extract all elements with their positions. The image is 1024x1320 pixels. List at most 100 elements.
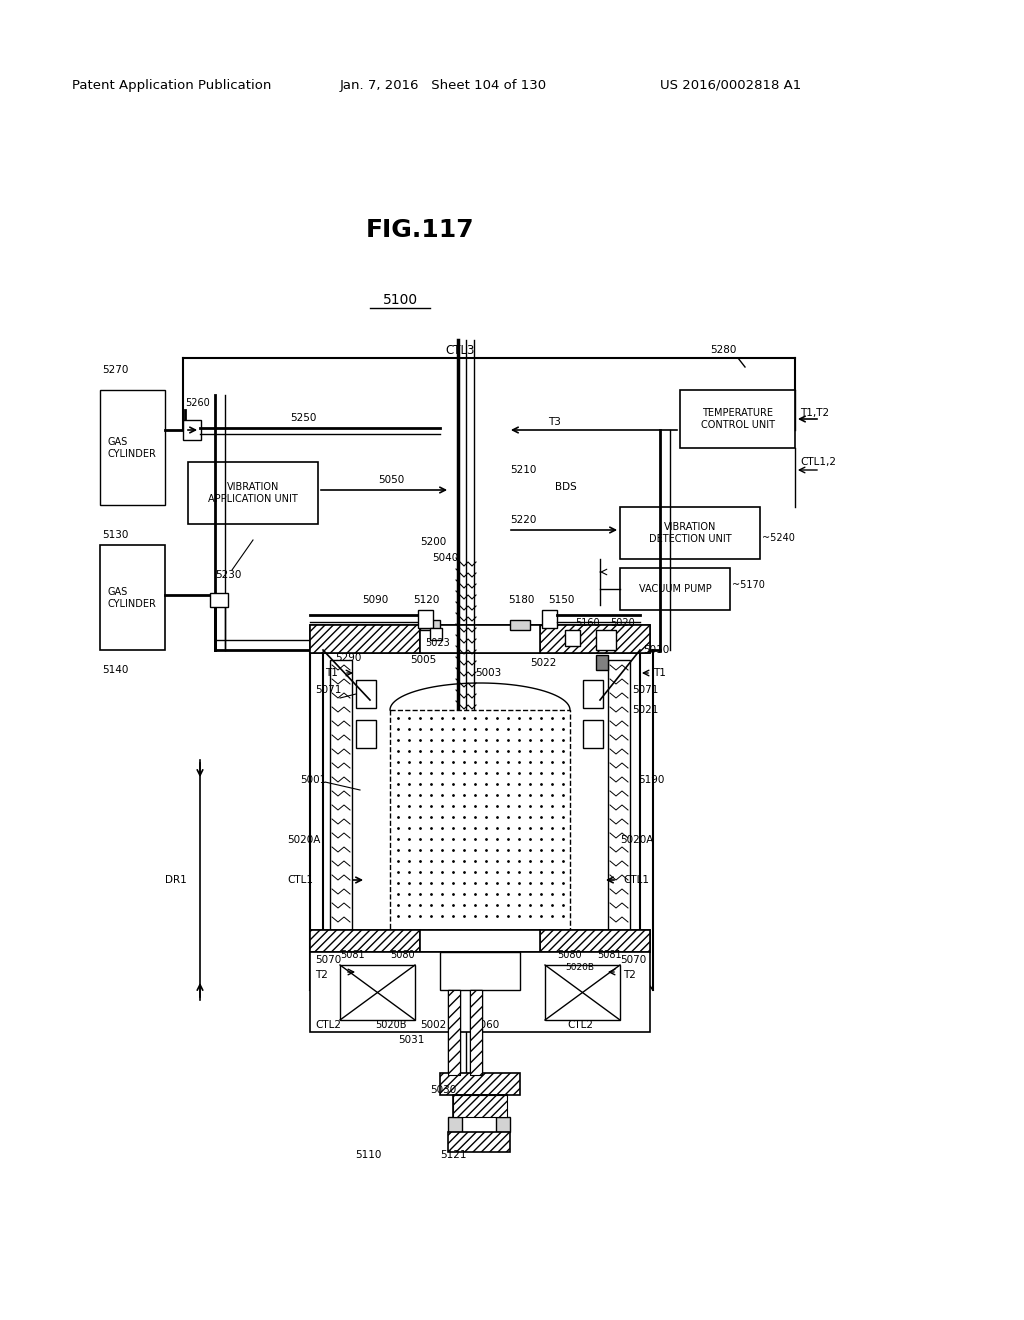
Bar [440,1073,520,1096]
Text: CTL2: CTL2 [315,1020,341,1030]
Text: FIG.117: FIG.117 [366,218,474,242]
Text: 5200: 5200 [420,537,446,546]
Text: 5022: 5022 [530,657,556,668]
Text: TEMPERATURE
CONTROL UNIT: TEMPERATURE CONTROL UNIT [701,408,775,430]
Text: DR1: DR1 [165,875,186,884]
Bar [390,710,570,931]
Bar [583,719,603,748]
Text: 5210: 5210 [510,465,537,475]
Bar [210,593,228,607]
Text: 5080: 5080 [390,950,415,960]
Text: 5121: 5121 [440,1150,467,1160]
Text: T1,T2: T1,T2 [800,408,829,418]
Text: GAS
CYLINDER: GAS CYLINDER [108,587,157,609]
Text: 5100: 5100 [382,293,418,308]
Bar [542,610,557,628]
Text: T1: T1 [653,668,666,678]
Text: 5020: 5020 [610,618,635,628]
Text: T1: T1 [325,668,338,678]
Text: 5021: 5021 [632,705,658,715]
Text: 5090: 5090 [362,595,388,605]
Text: 5110: 5110 [355,1150,381,1160]
Bar [310,624,420,653]
Bar [620,507,760,558]
Text: 5023: 5023 [425,638,450,648]
Bar [330,660,352,960]
Text: 5001: 5001 [300,775,327,785]
Bar [356,719,376,748]
Text: BDS: BDS [555,482,577,492]
Text: T2: T2 [315,970,328,979]
Text: 5060: 5060 [473,1020,500,1030]
Bar [596,655,608,671]
Bar [418,610,433,628]
Text: 5005: 5005 [410,655,436,665]
Bar [680,389,795,447]
Bar [583,680,603,708]
Bar [540,931,650,952]
Bar [310,931,420,952]
Bar [496,1117,510,1133]
Bar [420,620,440,630]
Text: 5140: 5140 [102,665,128,675]
Text: 5220: 5220 [510,515,537,525]
Text: Jan. 7, 2016   Sheet 104 of 130: Jan. 7, 2016 Sheet 104 of 130 [340,78,547,91]
Bar [340,965,415,1020]
Bar [449,1133,510,1152]
Bar [310,931,650,952]
Text: 5020B: 5020B [565,962,594,972]
Text: GAS
CYLINDER: GAS CYLINDER [108,437,157,459]
Text: 5080: 5080 [557,950,582,960]
Text: 5050: 5050 [378,475,404,484]
Bar [310,624,650,653]
Text: 5002: 5002 [420,1020,446,1030]
Bar [100,545,165,649]
Bar [596,630,616,649]
Bar [510,620,530,630]
Text: Patent Application Publication: Patent Application Publication [72,78,271,91]
Text: 5020A: 5020A [287,836,321,845]
Text: US 2016/0002818 A1: US 2016/0002818 A1 [660,78,801,91]
Text: ~5170: ~5170 [732,579,765,590]
Text: 5130: 5130 [102,531,128,540]
Text: 5003: 5003 [475,668,502,678]
Text: 5120: 5120 [413,595,439,605]
Text: 5081: 5081 [340,950,365,960]
Bar [420,931,540,952]
Text: CTL1,2: CTL1,2 [800,457,836,467]
Text: 5070: 5070 [315,954,341,965]
Bar [540,624,650,653]
Text: 5031: 5031 [398,1035,424,1045]
Bar [620,568,730,610]
Text: 5010: 5010 [643,645,670,655]
Text: 5260: 5260 [185,399,210,408]
Bar [565,630,580,645]
Bar [356,680,376,708]
Text: 5230: 5230 [215,570,242,579]
Text: 5160: 5160 [575,618,600,628]
Text: 5020A: 5020A [620,836,653,845]
Text: 5071: 5071 [315,685,341,696]
Text: T2: T2 [623,970,636,979]
Text: CTL3: CTL3 [445,343,475,356]
Text: 5040: 5040 [432,553,459,564]
Text: 5030: 5030 [430,1085,457,1096]
Text: T3: T3 [548,417,561,426]
Bar [470,990,482,1074]
Bar [449,990,460,1074]
Text: CTL1: CTL1 [287,875,313,884]
Text: 5020B: 5020B [375,1020,407,1030]
Text: 5081: 5081 [597,950,622,960]
Text: 5071: 5071 [632,685,658,696]
Bar [183,420,201,440]
Text: 5290: 5290 [335,653,361,663]
Text: 5070: 5070 [620,954,646,965]
Text: 5190: 5190 [638,775,665,785]
Bar [430,628,442,640]
Text: 5250: 5250 [290,413,316,422]
Text: VACUUM PUMP: VACUUM PUMP [639,583,712,594]
Text: VIBRATION
APPLICATION UNIT: VIBRATION APPLICATION UNIT [208,482,298,504]
Text: ~5240: ~5240 [762,533,795,543]
Bar [310,952,650,1032]
Text: 5180: 5180 [508,595,535,605]
